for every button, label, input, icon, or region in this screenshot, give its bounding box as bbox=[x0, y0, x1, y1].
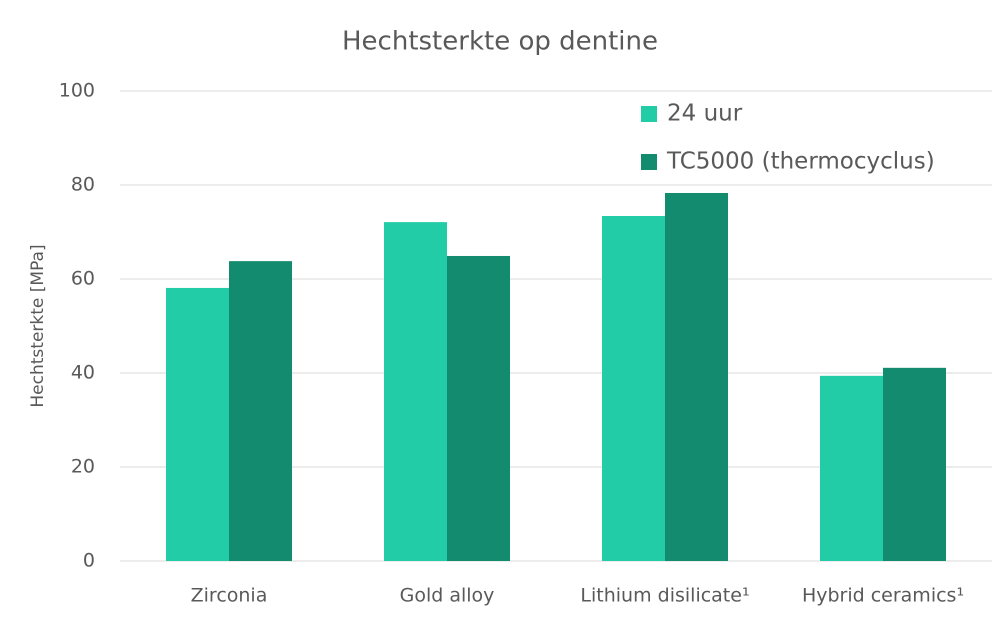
x-tick-label: Zirconia bbox=[191, 585, 268, 607]
bar bbox=[447, 255, 510, 561]
bar bbox=[820, 375, 883, 561]
legend-label: TC5000 (thermocyclus) bbox=[666, 149, 935, 175]
x-tick-label: Gold alloy bbox=[400, 585, 495, 607]
y-tick-label: 0 bbox=[83, 550, 95, 572]
bar bbox=[602, 216, 665, 561]
y-tick-label: 80 bbox=[71, 174, 95, 196]
legend-swatch bbox=[641, 154, 657, 170]
x-tick-label: Lithium disilicate¹ bbox=[580, 585, 749, 607]
y-tick-label: 100 bbox=[59, 80, 95, 102]
y-tick-label: 60 bbox=[71, 268, 95, 290]
legend-label: 24 uur bbox=[667, 101, 743, 127]
bar bbox=[384, 222, 447, 561]
y-tick-label: 40 bbox=[71, 362, 95, 384]
x-tick-label: Hybrid ceramics¹ bbox=[802, 585, 964, 607]
bar bbox=[883, 367, 946, 561]
legend-swatch bbox=[641, 106, 657, 122]
y-tick-label: 20 bbox=[71, 456, 95, 478]
chart-title: Hechtsterkte op dentine bbox=[342, 27, 658, 57]
y-axis-label: Hechtsterkte [MPa] bbox=[28, 244, 48, 407]
bar bbox=[665, 192, 728, 562]
bar bbox=[229, 261, 292, 561]
bar bbox=[166, 287, 229, 561]
